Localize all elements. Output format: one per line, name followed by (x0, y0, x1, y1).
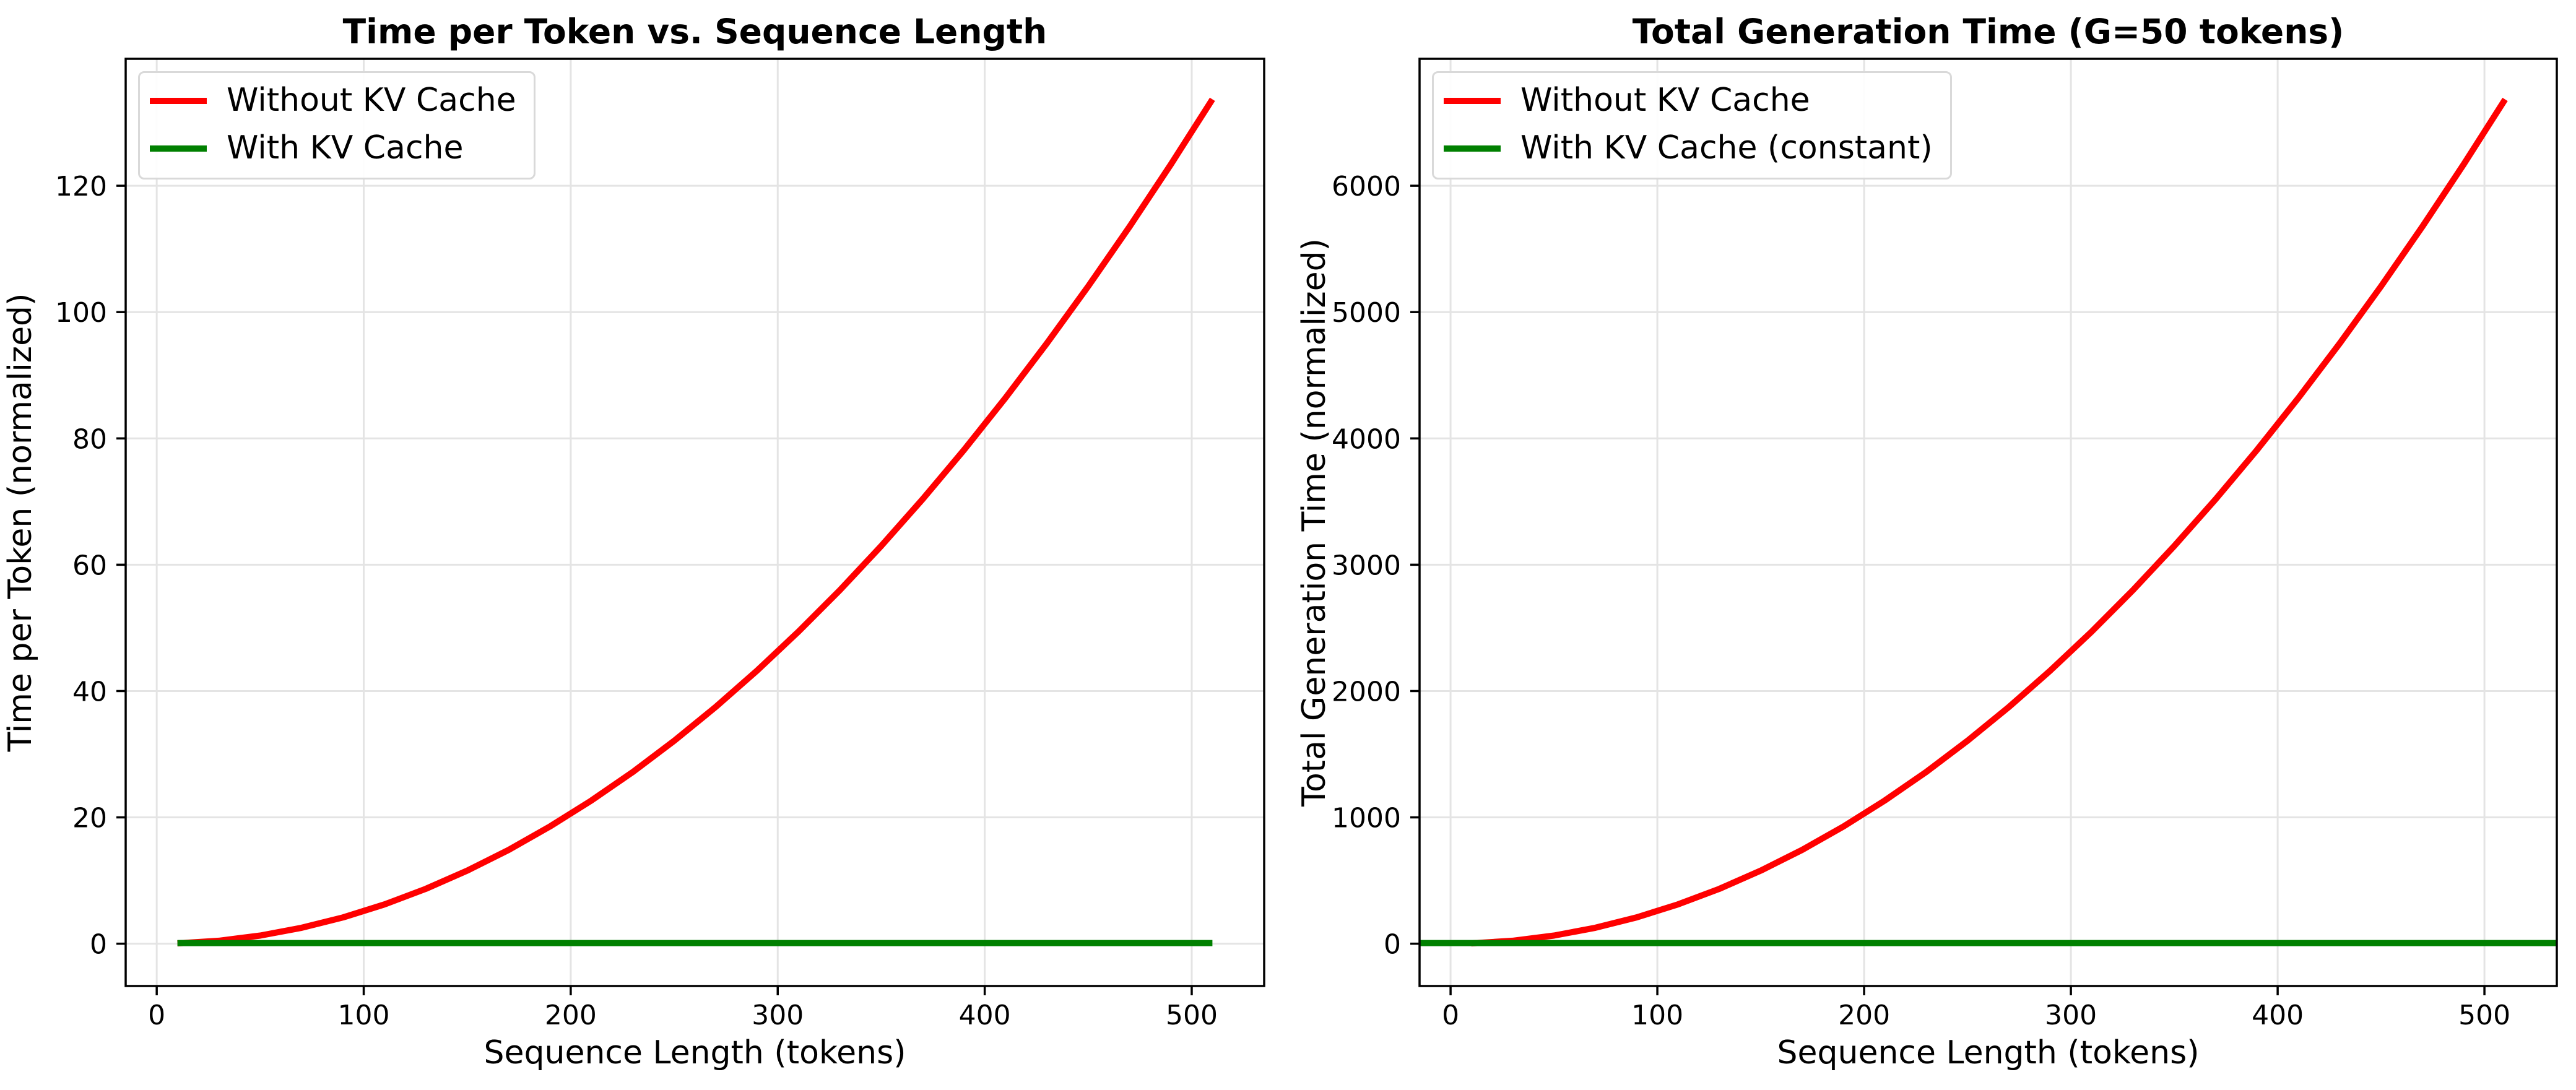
axes-spines (124, 58, 1265, 987)
y-tick-label-40: 40 (72, 676, 107, 707)
legend-time-per-token: Without KV Cache With KV Cache (138, 71, 536, 180)
x-tick-label-100: 100 (338, 1000, 390, 1031)
legend-label: With KV Cache (227, 129, 464, 167)
x-axis-label-total-generation-time: Sequence Length (tokens) (1777, 1034, 2200, 1071)
x-tick-label-0: 0 (148, 1000, 165, 1031)
y-axis-label-time-per-token: Time per Token (normalized) (2, 293, 39, 753)
plot-title-time-per-token: Time per Token vs. Sequence Length (343, 12, 1047, 51)
x-tick-label-300: 300 (752, 1000, 804, 1031)
y-tick-label-20: 20 (72, 803, 107, 834)
series-line-without-kv-cache (1471, 97, 2508, 947)
x-tick-label-100: 100 (1631, 1000, 1683, 1031)
x-tick-label-400: 400 (2252, 1000, 2304, 1031)
legend-line-swatch-with-kv-cache (150, 145, 207, 152)
y-tick-label-120: 120 (55, 171, 107, 202)
x-tick-label-200: 200 (1838, 1000, 1890, 1031)
y-tick-label-0: 0 (90, 929, 107, 961)
x-tick-label-0: 0 (1442, 1000, 1459, 1031)
y-tick-label-0: 0 (1384, 929, 1401, 961)
series-line-without-kv-cache (177, 97, 1215, 947)
legend-label: With KV Cache (constant) (1520, 129, 1933, 167)
legend-label: Without KV Cache (1520, 82, 1810, 119)
legend-label: Without KV Cache (227, 82, 516, 119)
legend-row: Without KV Cache (150, 82, 516, 119)
legend-row: Without KV Cache (1444, 82, 1933, 119)
legend-line-swatch-without-kv-cache (150, 97, 207, 104)
y-tick-label-5000: 5000 (1332, 297, 1401, 329)
x-tick-label-300: 300 (2045, 1000, 2097, 1031)
y-tick-label-2000: 2000 (1332, 676, 1401, 707)
x-tick-label-200: 200 (545, 1000, 597, 1031)
y-tick-label-100: 100 (55, 297, 107, 329)
x-axis-label-time-per-token: Sequence Length (tokens) (484, 1034, 906, 1071)
axes-time-per-token: 0 100 200 300 400 500 0 20 40 60 80 100 120 Time per … (2, 12, 1265, 1071)
y-tick-label-6000: 6000 (1332, 171, 1401, 202)
plot-title-total-generation-time: Total Generation Time (G=50 tokens) (1633, 12, 2344, 51)
legend-row: With KV Cache (150, 129, 516, 167)
legend-total-generation-time: Without KV Cache With KV Cache (constant) (1432, 71, 1952, 180)
y-axis-label-total-generation-time: Total Generation Time (normalized) (1296, 238, 1333, 807)
y-tick-label-80: 80 (72, 423, 107, 455)
y-tick-label-4000: 4000 (1332, 423, 1401, 455)
y-tick-label-1000: 1000 (1332, 803, 1401, 834)
axes-spines (1418, 58, 2558, 987)
legend-line-swatch-without-kv-cache (1444, 97, 1501, 104)
y-tick-label-60: 60 (72, 550, 107, 581)
legend-line-swatch-with-kv-cache-constant- (1444, 145, 1501, 152)
x-tick-label-500: 500 (1166, 1000, 1218, 1031)
legend-row: With KV Cache (constant) (1444, 129, 1933, 167)
axes-total-generation-time: 0 100 200 300 400 500010002000300040005000600… (1296, 12, 2558, 1071)
y-tick-label-3000: 3000 (1332, 550, 1401, 581)
x-tick-label-400: 400 (959, 1000, 1011, 1031)
x-tick-label-500: 500 (2458, 1000, 2510, 1031)
